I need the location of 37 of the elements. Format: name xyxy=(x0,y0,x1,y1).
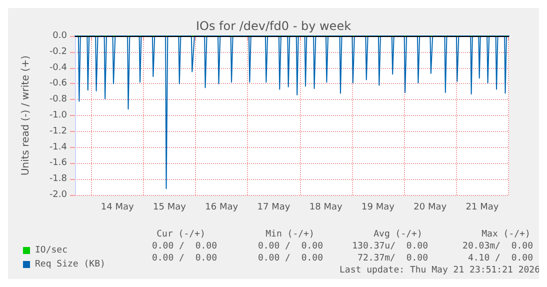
y-tick-label: -1.8 xyxy=(49,174,68,184)
x-tick-label: 20 May xyxy=(414,202,448,212)
y-tick-label: -1.0 xyxy=(49,110,68,120)
text: 4.10 / 0.00 xyxy=(468,254,533,264)
text: 130.37u/ 0.00 xyxy=(352,242,428,252)
x-tick-label: 14 May xyxy=(100,202,134,212)
y-tick-label: -1.4 xyxy=(49,142,68,152)
text: Avg (-/+) xyxy=(374,230,422,240)
text: Last update: Thu May 21 23:51:21 2026 xyxy=(340,266,540,276)
legend-label: Req Size (KB) xyxy=(35,260,106,270)
x-tick-label: 18 May xyxy=(309,202,343,212)
y-tick-label: 0.0 xyxy=(52,31,68,41)
text: Min (-/+) xyxy=(266,230,314,240)
text: 0.00 / 0.00 xyxy=(258,242,323,252)
text: 0.00 / 0.00 xyxy=(258,254,323,264)
x-tick-label: 19 May xyxy=(362,202,396,212)
text: 20.03m/ 0.00 xyxy=(462,242,533,252)
text: 0.00 / 0.00 xyxy=(152,242,217,252)
x-tick-label: 21 May xyxy=(466,202,500,212)
x-tick-label: 17 May xyxy=(257,202,291,212)
chart-title: IOs for /dev/fd0 - by week xyxy=(196,19,352,33)
y-tick-label: -2.0 xyxy=(49,190,68,200)
text: 72.37m/ 0.00 xyxy=(358,254,428,264)
y-tick-label: -0.8 xyxy=(49,94,68,105)
text: Max (-/+) xyxy=(482,230,530,240)
y-tick-label: -0.6 xyxy=(49,78,68,89)
y-tick-label: -0.2 xyxy=(49,46,67,57)
text: 0.00 / 0.00 xyxy=(152,254,217,264)
text: Cur (-/+) xyxy=(156,230,206,240)
x-tick-label: 15 May xyxy=(153,202,187,212)
x-tick-label: 16 May xyxy=(205,202,239,212)
legend-label: IO/sec xyxy=(35,246,68,256)
line-series xyxy=(74,36,510,190)
y-tick-label: -1.6 xyxy=(49,158,68,168)
y-axis-title: Units read (-) / write (+) xyxy=(20,55,32,176)
y-tick-label: -1.2 xyxy=(49,126,67,136)
y-tick-label: -0.4 xyxy=(49,62,68,73)
